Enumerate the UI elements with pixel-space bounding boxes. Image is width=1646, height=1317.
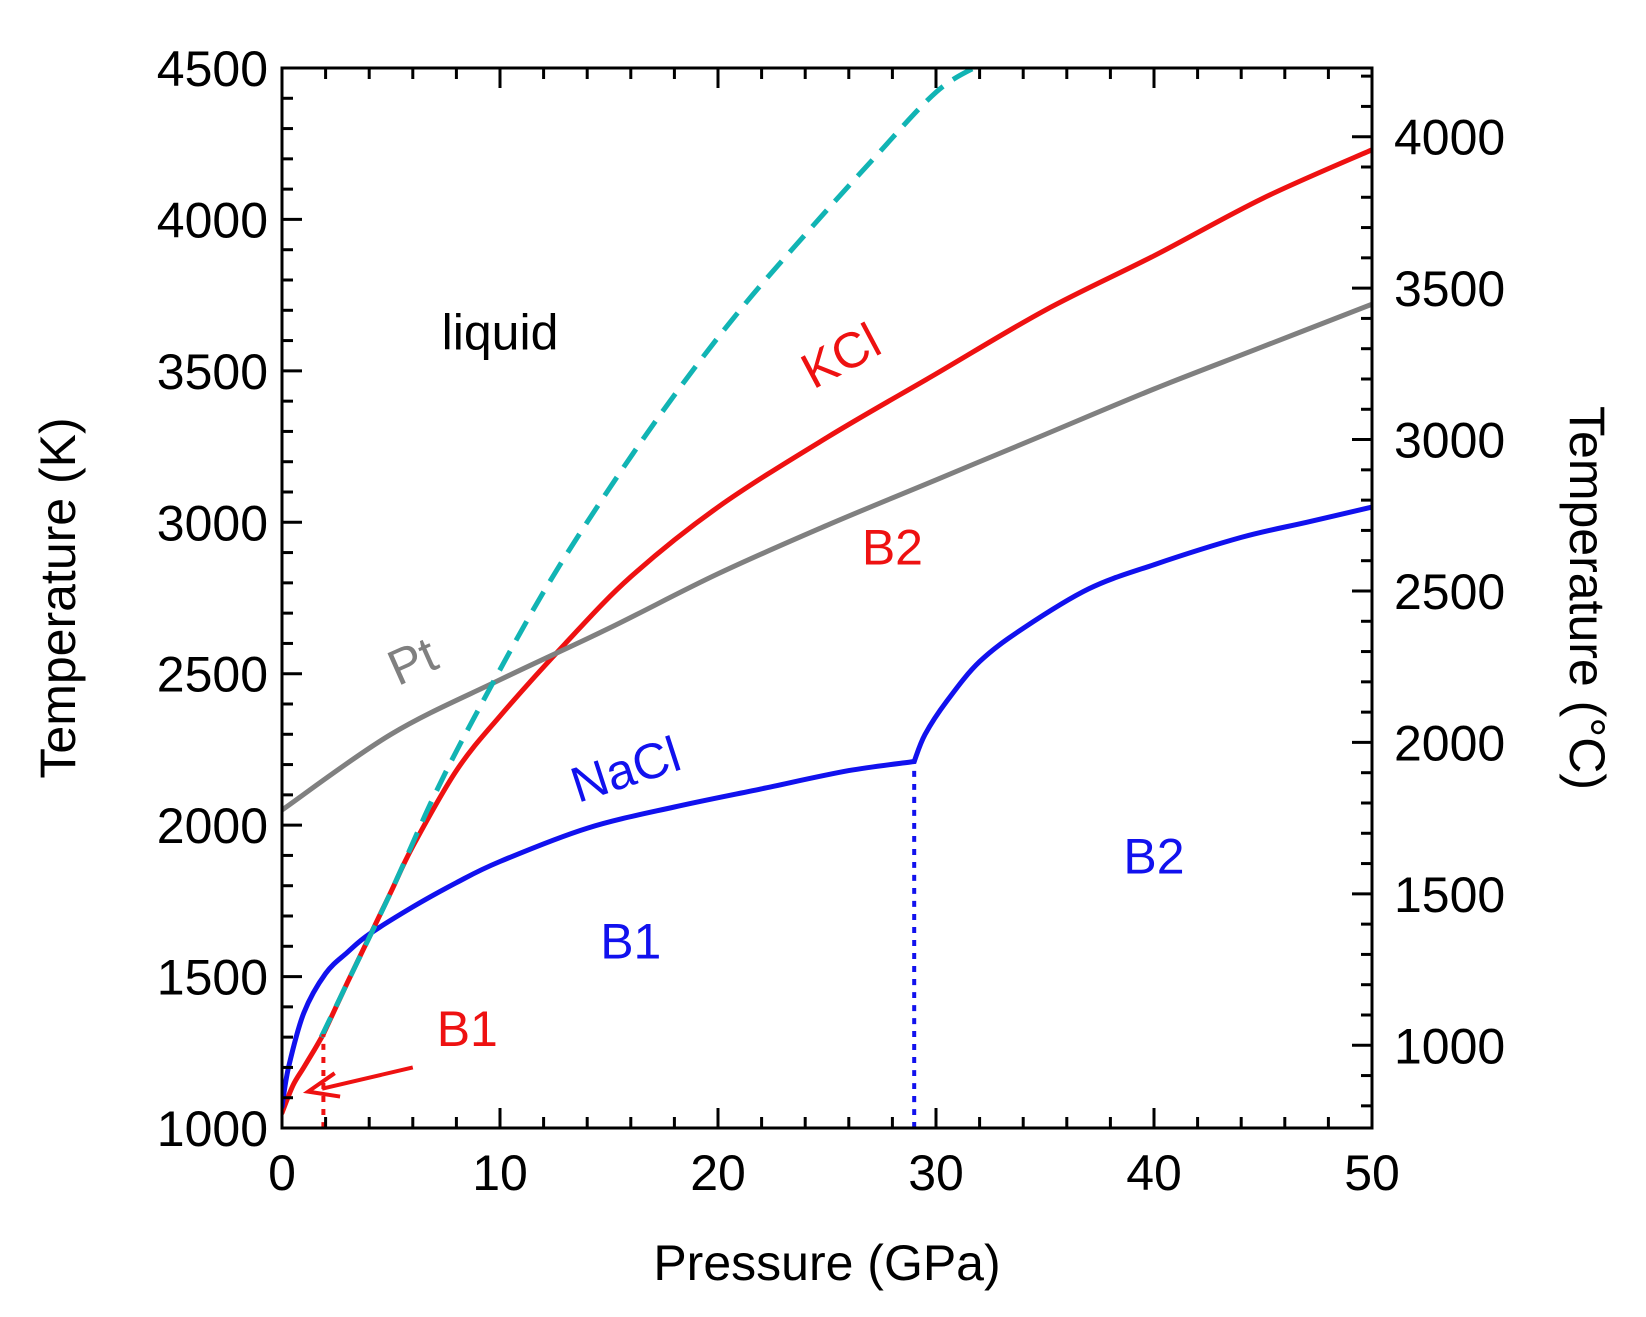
label-b2: B2 <box>1123 829 1184 885</box>
label-b1: B1 <box>437 1001 498 1057</box>
plot-frame <box>280 66 1374 1130</box>
y-tick-label: 2500 <box>157 647 268 703</box>
series-pt-melting <box>282 301 1372 813</box>
x-tick-label: 50 <box>1344 1145 1400 1201</box>
x-axis-title: Pressure (GPa) <box>653 1235 1000 1291</box>
x-tick-label: 40 <box>1126 1145 1182 1201</box>
y2-tick-label: 3500 <box>1394 261 1505 317</box>
series-kcl-melting <box>320 147 1372 1037</box>
series-nacl-melting-b2 <box>911 504 1372 764</box>
y-tick-label: 3000 <box>157 495 268 551</box>
y-tick-label: 1000 <box>157 1101 268 1157</box>
y2-tick-label: 1000 <box>1394 1018 1505 1074</box>
label-b1: B1 <box>600 913 661 969</box>
y-axis-title: Temperature (K) <box>30 417 86 778</box>
x-tick-label: 30 <box>908 1145 964 1201</box>
series-layer <box>282 68 1372 1128</box>
y-tick-label: 4000 <box>157 192 268 248</box>
y-tick-label: 3500 <box>157 344 268 400</box>
arrow-shaft <box>321 1065 414 1091</box>
y2-tick-label: 2000 <box>1394 715 1505 771</box>
annotation-layer: liquid KCl Pt NaCl B2 B2 B1 B1 <box>302 305 1185 1099</box>
x-tick-label: 10 <box>472 1145 528 1201</box>
label-b2: B2 <box>862 520 923 576</box>
tick-label-layer: 0 10 20 30 40 50 1000 1500 2000 2500 3000 3500 4000 4… <box>157 41 1505 1201</box>
series-extrapolated-melting-curve <box>318 68 980 1039</box>
x-tick-label: 20 <box>690 1145 746 1201</box>
y2-tick-label: 3000 <box>1394 413 1505 469</box>
y2-tick-label: 2500 <box>1394 564 1505 620</box>
label-kcl: KCl <box>792 312 889 399</box>
x-tick-label: 0 <box>268 1145 296 1201</box>
arrow-head <box>302 1071 341 1099</box>
label-nacl: NaCl <box>564 726 687 814</box>
label-liquid: liquid <box>442 305 559 361</box>
y-tick-label: 2000 <box>157 798 268 854</box>
tick-layer <box>280 66 1374 1130</box>
series-nacl-melting-b1 <box>282 759 917 1110</box>
y-tick-label: 1500 <box>157 950 268 1006</box>
y-tick-label: 4500 <box>157 41 268 97</box>
y2-tick-label: 1500 <box>1394 867 1505 923</box>
y2-tick-label: 4000 <box>1394 110 1505 166</box>
y2-axis-title: Temperature (°C) <box>1559 406 1615 790</box>
label-pt: Pt <box>379 626 445 696</box>
series-kcl-b1-melting-low-pressure <box>282 1031 326 1116</box>
